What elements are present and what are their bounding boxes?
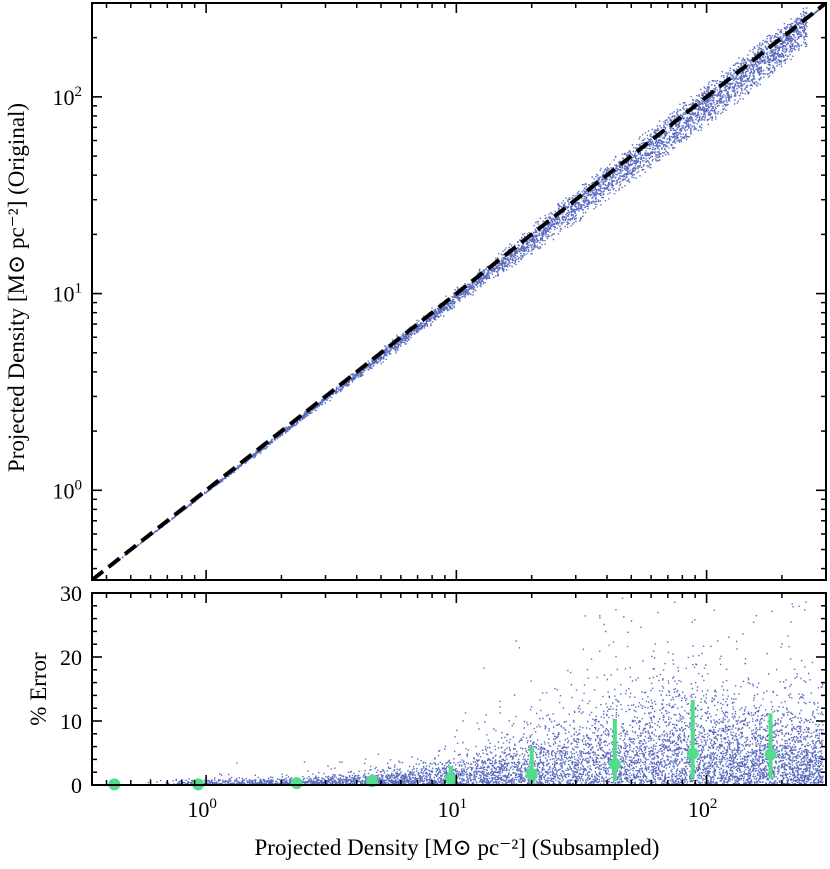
y-tick-label-bottom: 20 [60,645,82,670]
y-tick-label-top: 102 [53,84,83,110]
bottom-scatter-points [147,597,824,785]
x-tick-label: 101 [438,796,468,822]
x-tick-label: 100 [187,796,217,822]
y-tick-label-bottom: 30 [60,581,82,606]
median-point-5 [525,768,538,781]
median-point-6 [608,758,621,771]
axes [91,2,827,786]
median-point-4 [444,772,457,785]
bottom-y-axis-label: % Error [26,652,51,726]
median-point-2 [290,777,303,790]
y-tick-label-top: 100 [53,477,83,503]
top-axes-frame [91,2,827,581]
x-axis-label: Projected Density [M⊙ pc⁻²] (Subsampled) [255,835,660,860]
median-point-8 [764,748,777,761]
bottom-axes-frame [91,592,827,786]
y-tick-label-bottom: 0 [71,773,82,798]
identity-reference-line [92,3,826,580]
y-tick-label-top: 101 [53,281,83,307]
bottom-scatter-cloud [147,597,824,785]
top-y-axis-label: Projected Density [M⊙ pc⁻²] (Original) [4,103,29,472]
median-point-7 [686,747,699,760]
y-tick-label-bottom: 10 [60,709,82,734]
identity-line [92,3,826,580]
x-tick-label: 102 [688,796,718,822]
